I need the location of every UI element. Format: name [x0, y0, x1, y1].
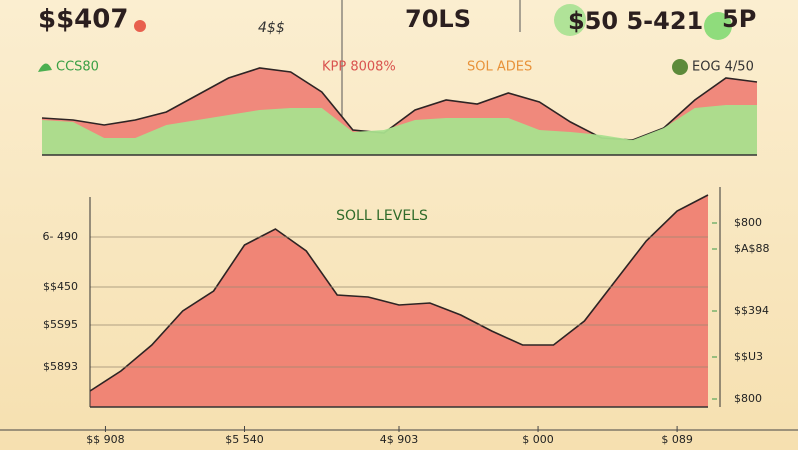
y-tick-label: $5893	[43, 360, 78, 373]
y-tick-label: $5S95	[43, 318, 78, 331]
x-tick-label: $5 540	[225, 433, 264, 446]
label: EOG 4/50	[692, 60, 754, 75]
y-tick-label: $$450	[43, 280, 78, 293]
header-value: 5P	[722, 5, 756, 33]
area	[90, 195, 708, 407]
label: SOL ADES	[467, 60, 532, 75]
y2-tick-label: $A$88	[734, 242, 770, 255]
area-outline	[89, 194, 709, 392]
x-tick-label: 4$ 903	[380, 433, 419, 446]
leaf-icon	[38, 63, 52, 72]
y-tick-label: 6- 490	[43, 230, 78, 243]
area-outline	[41, 67, 758, 141]
y2-tick-label: $$394	[734, 304, 769, 317]
leaf-icon	[672, 59, 688, 75]
y2-tick-label: $$U3	[734, 350, 763, 363]
area	[42, 105, 757, 155]
y2-tick-label: $800	[734, 216, 762, 229]
dot	[704, 12, 732, 40]
y2-tick-label: $800	[734, 392, 762, 405]
header-value: 70LS	[405, 5, 471, 33]
header-value: $$407	[38, 5, 128, 35]
x-tick-label: $$ 908	[86, 433, 125, 446]
label: KPP 8008%	[322, 60, 396, 75]
x-tick-label: $ 089	[661, 433, 693, 446]
chart-title: SOLL LEVELS	[336, 208, 428, 224]
dot	[134, 20, 146, 32]
dot	[554, 4, 586, 36]
header-value: $50 5-421	[568, 7, 703, 35]
x-tick-label: $ 000	[522, 433, 554, 446]
label: CCS80	[56, 60, 99, 75]
header-value: 4$$	[258, 20, 285, 36]
